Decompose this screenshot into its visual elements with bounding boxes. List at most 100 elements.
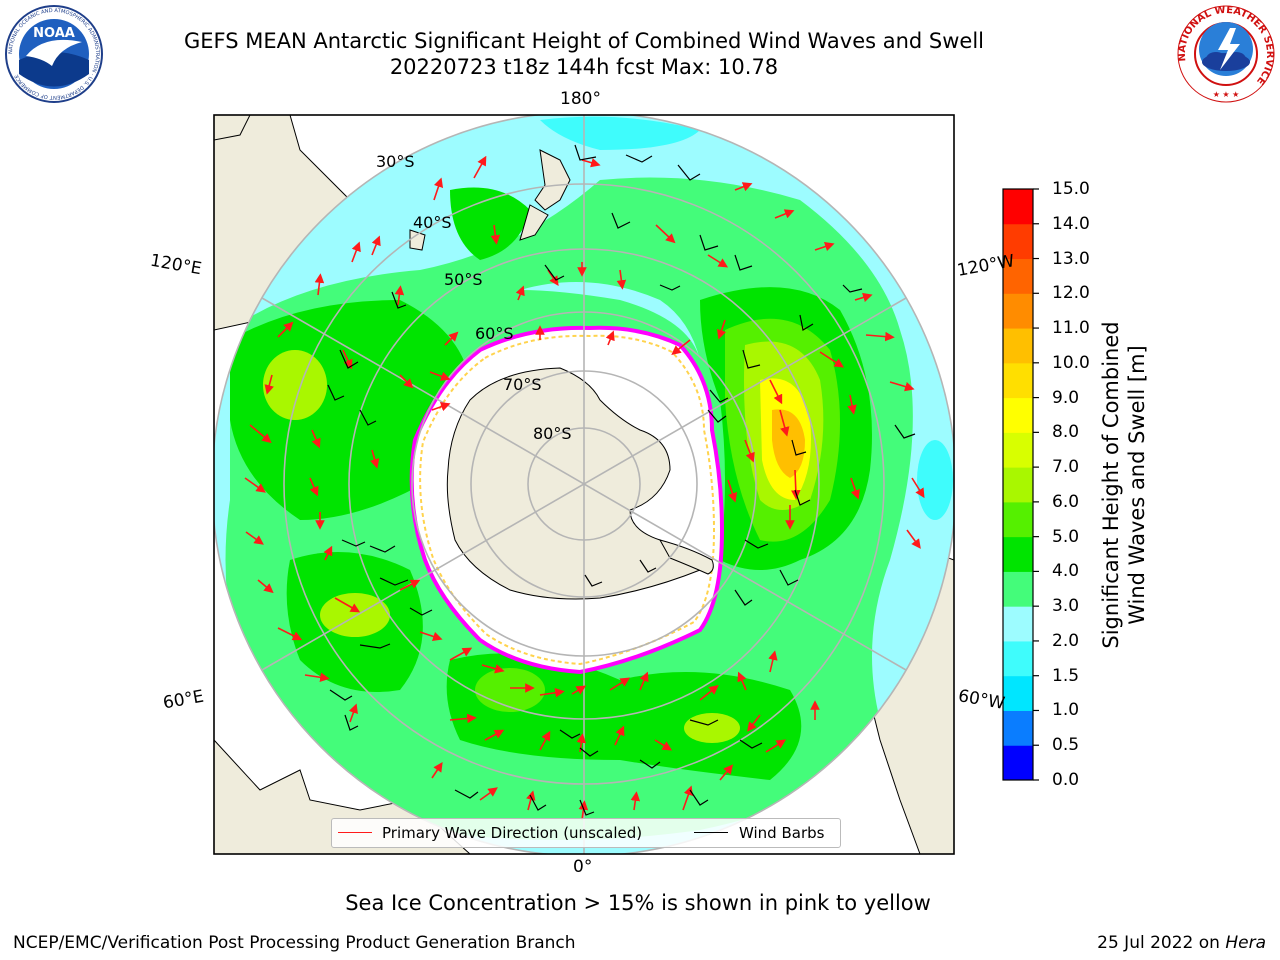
wind-barb	[329, 689, 353, 701]
wave-band-2m-north	[540, 116, 700, 150]
colorbar-segment	[1003, 467, 1033, 503]
wind-barb	[734, 254, 753, 271]
legend-wave-swatch	[338, 832, 372, 833]
wave-arrow	[348, 703, 358, 723]
wave-arrow	[654, 739, 673, 751]
wave-arrow	[245, 531, 264, 545]
wave-arrow	[814, 241, 835, 252]
colorbar-segment	[1003, 606, 1033, 642]
wave-arrow	[655, 224, 676, 244]
wave-arrow	[257, 579, 274, 594]
wind-barb	[742, 349, 761, 369]
colorbar-tick-label: 14.0	[1052, 213, 1090, 234]
wind-barb	[677, 164, 701, 181]
wave-arrow	[865, 331, 895, 342]
wind-barb	[529, 794, 547, 811]
wave-arrow	[323, 545, 333, 561]
lon-label-0: 0°	[573, 857, 593, 877]
wave-arrow	[774, 209, 795, 219]
colorbar-tick-label: 0.0	[1052, 770, 1080, 790]
wave-arrow	[727, 479, 738, 503]
wave-arrow	[429, 371, 451, 381]
colorbar-tick-label: 11.0	[1052, 318, 1090, 339]
colorbar-segment	[1003, 189, 1033, 225]
wind-barb	[894, 424, 916, 439]
wind-barb	[639, 759, 661, 769]
colorbar-segment	[1003, 710, 1033, 746]
noaa-logo-text: NOAA	[33, 26, 75, 41]
wave-arrow	[699, 685, 719, 701]
wind-barb	[639, 559, 657, 573]
wave-arrow	[765, 739, 787, 753]
wind-barb	[544, 264, 565, 281]
wave-arrow	[419, 631, 443, 642]
wave-arrow	[433, 177, 444, 201]
wave-arrow	[911, 477, 925, 499]
wave-arrow	[639, 671, 649, 691]
wave-band-4m-north	[450, 187, 530, 260]
colorbar-tick-label: 8.0	[1052, 422, 1080, 443]
wave-arrow	[737, 671, 747, 691]
map-frame	[213, 114, 955, 855]
wind-barb	[734, 589, 753, 606]
wave-direction-arrows	[244, 155, 925, 821]
wave-band-6m-south	[684, 713, 740, 743]
date-stamp: 25 Jul 2022 on Hera	[1097, 933, 1266, 953]
colorbar-tick-label: 10.0	[1052, 352, 1090, 373]
wave-band-1p5m-east	[917, 440, 953, 520]
noaa-logo: NATIONAL OCEANIC AND ATMOSPHERIC ADMINIS…	[5, 5, 103, 103]
wave-arrow	[264, 374, 274, 395]
wind-barb	[611, 212, 631, 229]
colorbar-segment	[1003, 501, 1033, 538]
wind-barb	[579, 799, 595, 816]
map-legend: Primary Wave Direction (unscaled) Wind B…	[331, 818, 841, 848]
colorbar-segment	[1003, 745, 1033, 781]
colorbar-segment	[1003, 293, 1033, 329]
wave-arrow	[539, 730, 551, 751]
colorbar-label: Significant Height of Combined Wind Wave…	[1099, 321, 1149, 649]
wind-barb	[659, 284, 681, 291]
wave-arrow	[539, 687, 565, 698]
colorbar-segment	[1003, 675, 1033, 711]
wind-barb	[794, 489, 811, 506]
wave-arrow	[431, 762, 443, 779]
colorbar	[1003, 189, 1033, 781]
wave-arrow	[277, 321, 294, 338]
legend-wind-label: Wind Barbs	[739, 824, 825, 842]
legend-wind-swatch	[694, 832, 728, 833]
wave-arrow	[779, 409, 790, 437]
colorbar-segment	[1003, 536, 1033, 572]
sea-ice-note: Sea Ice Concentration > 15% is shown in …	[345, 891, 931, 915]
wave-arrow	[431, 402, 451, 412]
wave-arrow	[605, 330, 615, 346]
colorbar-segment	[1003, 397, 1033, 433]
wind-barb	[579, 747, 599, 757]
wind-barb	[359, 643, 391, 649]
colorbar-tick-label: 4.0	[1052, 561, 1080, 582]
wave-arrow	[311, 429, 321, 449]
wave-arrow	[889, 381, 915, 392]
wind-barb	[559, 729, 581, 739]
svg-text:★ ★ ★: ★ ★ ★	[1213, 90, 1240, 99]
wave-arrow	[671, 339, 691, 355]
wind-barb	[699, 234, 719, 251]
wind-barb	[327, 384, 345, 401]
sea-ice-edge-yellow	[419, 334, 716, 666]
lat-label-30s: 30°S	[376, 152, 415, 171]
wave-arrow	[716, 319, 727, 340]
colorbar-segment	[1003, 432, 1033, 468]
wind-barb	[584, 574, 603, 587]
wave-arrow	[547, 269, 559, 286]
wind-barb	[744, 539, 769, 549]
nw-corner-land	[214, 115, 251, 141]
wave-arrow	[304, 672, 330, 683]
colorbar-segment	[1003, 640, 1033, 677]
machine-name: Hera	[1225, 933, 1266, 953]
wave-arrow	[571, 685, 587, 695]
wind-barb	[625, 154, 653, 163]
colorbar-tick-label: 6.0	[1052, 491, 1080, 512]
wave-arrow	[515, 285, 525, 301]
noaa-bird-icon	[26, 39, 82, 66]
colorbar-segment	[1003, 328, 1033, 364]
antarctic-peninsula	[658, 539, 714, 575]
